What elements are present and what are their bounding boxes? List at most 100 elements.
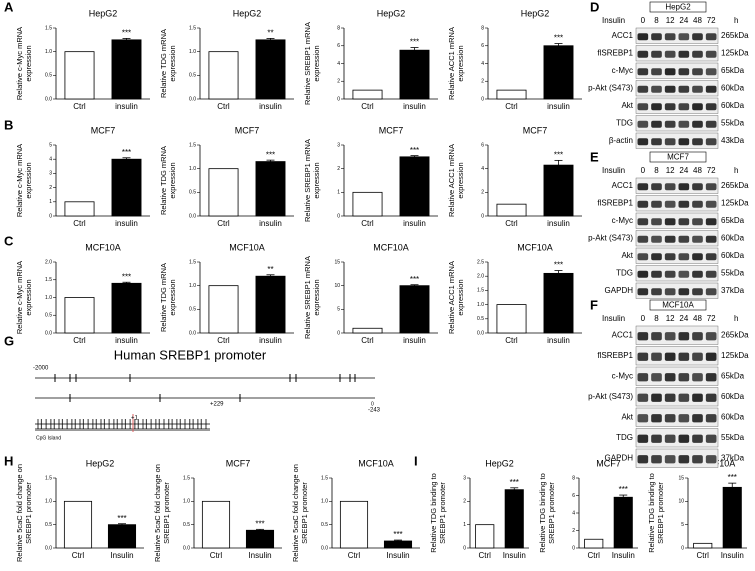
size-label: 37kDa — [721, 453, 745, 462]
blot-strip — [635, 45, 719, 62]
y-tick-label: 1.5 — [189, 142, 196, 148]
blot-band — [705, 68, 717, 76]
protein-label: c-Myc — [612, 371, 633, 380]
y-axis-label: Relative TDG mRNA — [159, 29, 168, 98]
y-tick-label: 2 — [481, 190, 484, 196]
cell-line-box — [649, 299, 707, 311]
blot-band — [664, 33, 676, 41]
blot-band — [637, 218, 649, 226]
blot-band — [705, 85, 717, 93]
bar — [245, 529, 275, 549]
protein-label: GAPDH — [605, 286, 634, 295]
y-tick-label: 2 — [337, 166, 340, 172]
blot-band — [678, 455, 690, 464]
size-label: 55kDa — [721, 268, 745, 277]
blot-band — [705, 352, 717, 361]
bar — [496, 89, 527, 100]
blot-band — [705, 434, 717, 443]
blot-band — [637, 332, 649, 341]
x-tick-label: Ctrl — [210, 551, 223, 560]
y-axis-label: SREBP1 promoter — [547, 482, 556, 544]
protein-label: ACC1 — [612, 330, 634, 339]
blot-band — [651, 183, 662, 191]
blot-band — [692, 138, 703, 146]
bar-chart: MCF7 Relative ACC1 mRNA expression 0 2 4 6 Ctrl… — [447, 125, 582, 228]
time-label: 24 — [679, 314, 688, 323]
blot-band — [664, 235, 676, 243]
y-tick-label: 1.0 — [189, 49, 196, 55]
size-label: 60kDa — [721, 233, 745, 242]
blot-band — [651, 103, 662, 111]
chart-title: HepG2 — [233, 8, 262, 18]
y-tick-label: 0.5 — [189, 190, 196, 196]
blot-strip — [635, 177, 719, 194]
x-tick-label: insulin — [259, 102, 282, 111]
chart-title: MCF10A — [517, 242, 553, 252]
blot-band — [651, 33, 662, 41]
bar-chart: MCF10A Relative 5caC fold change on SREBP1… — [291, 458, 420, 562]
y-axis-label: SREBP1 promoter — [162, 482, 171, 544]
blot-band — [678, 373, 690, 382]
bar-chart: MCF10A Relative SREBP1 mRNA expression 0 5 10… — [303, 242, 438, 345]
blot-band — [678, 332, 690, 341]
x-tick-label: Insulin — [386, 551, 409, 560]
size-label: 265kDa — [721, 181, 749, 190]
y-tick-label: 1.5 — [45, 25, 52, 31]
time-unit: h — [734, 16, 738, 25]
bar-chart: MCF7 Relative TDG mRNA expression 0.0 0.5 1.0… — [159, 125, 294, 228]
cpg-label: CpG Island — [36, 435, 61, 441]
x-tick-label: Ctrl — [73, 102, 86, 111]
panel-label: G — [4, 333, 14, 348]
blot-band — [651, 288, 662, 296]
significance: *** — [266, 150, 275, 159]
bar — [613, 496, 633, 549]
y-tick-label: 6 — [572, 493, 575, 499]
y-axis-label: Relative TDG binding to — [538, 473, 547, 553]
bar — [722, 486, 742, 549]
significance: *** — [554, 34, 563, 43]
protein-label: ACC1 — [612, 181, 634, 190]
y-axis-label: expression — [24, 45, 33, 81]
blot-band — [651, 455, 662, 464]
size-label: 65kDa — [721, 371, 745, 380]
y-tick-label: 6 — [481, 43, 484, 49]
y-tick-label: 0.0 — [45, 96, 52, 102]
significance: *** — [122, 272, 131, 281]
blot-band — [705, 414, 717, 423]
protein-label: TDG — [616, 433, 633, 442]
y-axis-label: SREBP1 promoter — [24, 482, 33, 544]
time-label: 0 — [641, 166, 646, 175]
y-tick-label: 0 — [337, 213, 340, 219]
blot-band — [678, 120, 690, 128]
bar — [339, 500, 369, 549]
bar — [352, 89, 383, 100]
bar — [63, 500, 93, 549]
y-tick-label: 0 — [463, 545, 466, 551]
y-tick-label: 1.0 — [45, 499, 52, 505]
promoter-title: Human SREBP1 promoter — [114, 347, 267, 362]
blot-band — [637, 103, 649, 111]
blot-strip — [635, 115, 719, 132]
protein-label: flSREBP1 — [597, 351, 633, 360]
significance: ** — [267, 265, 273, 274]
blot-band — [651, 50, 662, 58]
bar — [504, 489, 524, 549]
bar — [107, 524, 137, 549]
y-tick-label: 1.0 — [189, 283, 196, 289]
y-tick-label: 0 — [572, 545, 575, 551]
blot-band — [651, 352, 662, 361]
protein-label: TDG — [616, 268, 633, 277]
blot-band — [692, 288, 703, 296]
pos-label: +229 — [210, 402, 224, 408]
cell-line-box — [649, 151, 707, 163]
bar — [543, 45, 574, 100]
y-axis-label: expression — [456, 45, 465, 81]
blot-band — [692, 200, 703, 208]
time-label: 48 — [693, 166, 702, 175]
x-tick-label: Ctrl — [505, 219, 518, 228]
chart-title: MCF7 — [596, 458, 621, 468]
blot-band — [692, 332, 703, 341]
x-tick-label: insulin — [403, 219, 426, 228]
x-tick-label: Ctrl — [217, 219, 230, 228]
